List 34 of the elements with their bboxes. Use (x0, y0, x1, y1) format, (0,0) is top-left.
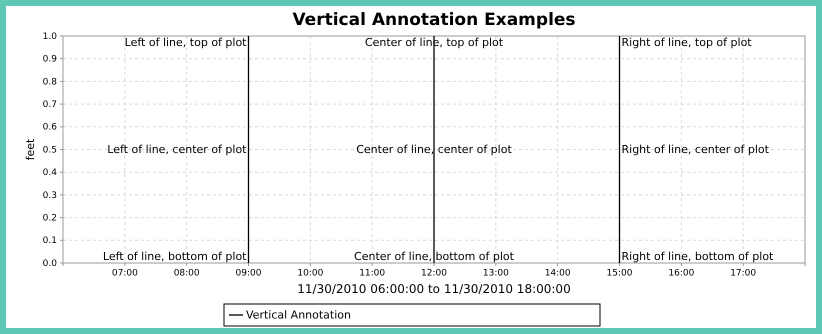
x-tick-label: 15:00 (606, 268, 633, 278)
x-tick-label: 14:00 (544, 268, 571, 278)
y-tick-label: 1.0 (42, 32, 58, 42)
annotation: Left of line, bottom of plot (102, 250, 248, 263)
y-tick-label: 0.5 (42, 145, 57, 156)
chart-title: Vertical Annotation Examples (292, 10, 576, 30)
annotation: Right of line, top of plot (622, 36, 752, 49)
legend-label: Vertical Annotation (246, 308, 352, 322)
x-axis-title: 11/30/2010 06:00:00 to 11/30/2010 18:00:00 (297, 282, 571, 296)
annotation: Right of line, center of plot (622, 143, 770, 156)
x-tick-label: 17:00 (730, 268, 756, 278)
y-tick-label: 0.7 (42, 100, 57, 110)
x-tick-label: 13:00 (482, 268, 510, 278)
y-tick-label: 0.1 (42, 236, 57, 246)
annotation: Right of line, bottom of plot (622, 250, 774, 263)
x-tick-label: 12:00 (421, 268, 448, 278)
annotation: Center of line, center of plot (356, 143, 512, 156)
x-tick-label: 16:00 (668, 268, 695, 278)
x-tick-label: 11:00 (359, 268, 386, 278)
x-tick-label: 10:00 (297, 268, 324, 278)
x-tick-label: 08:00 (174, 268, 200, 278)
x-tick-label: 09:00 (236, 268, 262, 278)
annotation: Center of line, bottom of plot (354, 250, 515, 263)
y-tick-label: 0.0 (42, 258, 58, 269)
annotation: Left of line, center of plot (107, 143, 248, 156)
y-axis-title: feet (24, 138, 37, 160)
x-tick-label: 07:00 (112, 268, 138, 278)
y-tick-label: 0.3 (42, 190, 57, 201)
y-tick-label: 0.2 (42, 213, 57, 224)
y-tick-label: 0.6 (42, 122, 58, 133)
y-tick-label: 0.4 (42, 168, 58, 178)
y-tick-label: 0.9 (42, 54, 58, 65)
y-tick-label: 0.8 (42, 77, 58, 88)
annotation: Left of line, top of plot (124, 36, 248, 49)
